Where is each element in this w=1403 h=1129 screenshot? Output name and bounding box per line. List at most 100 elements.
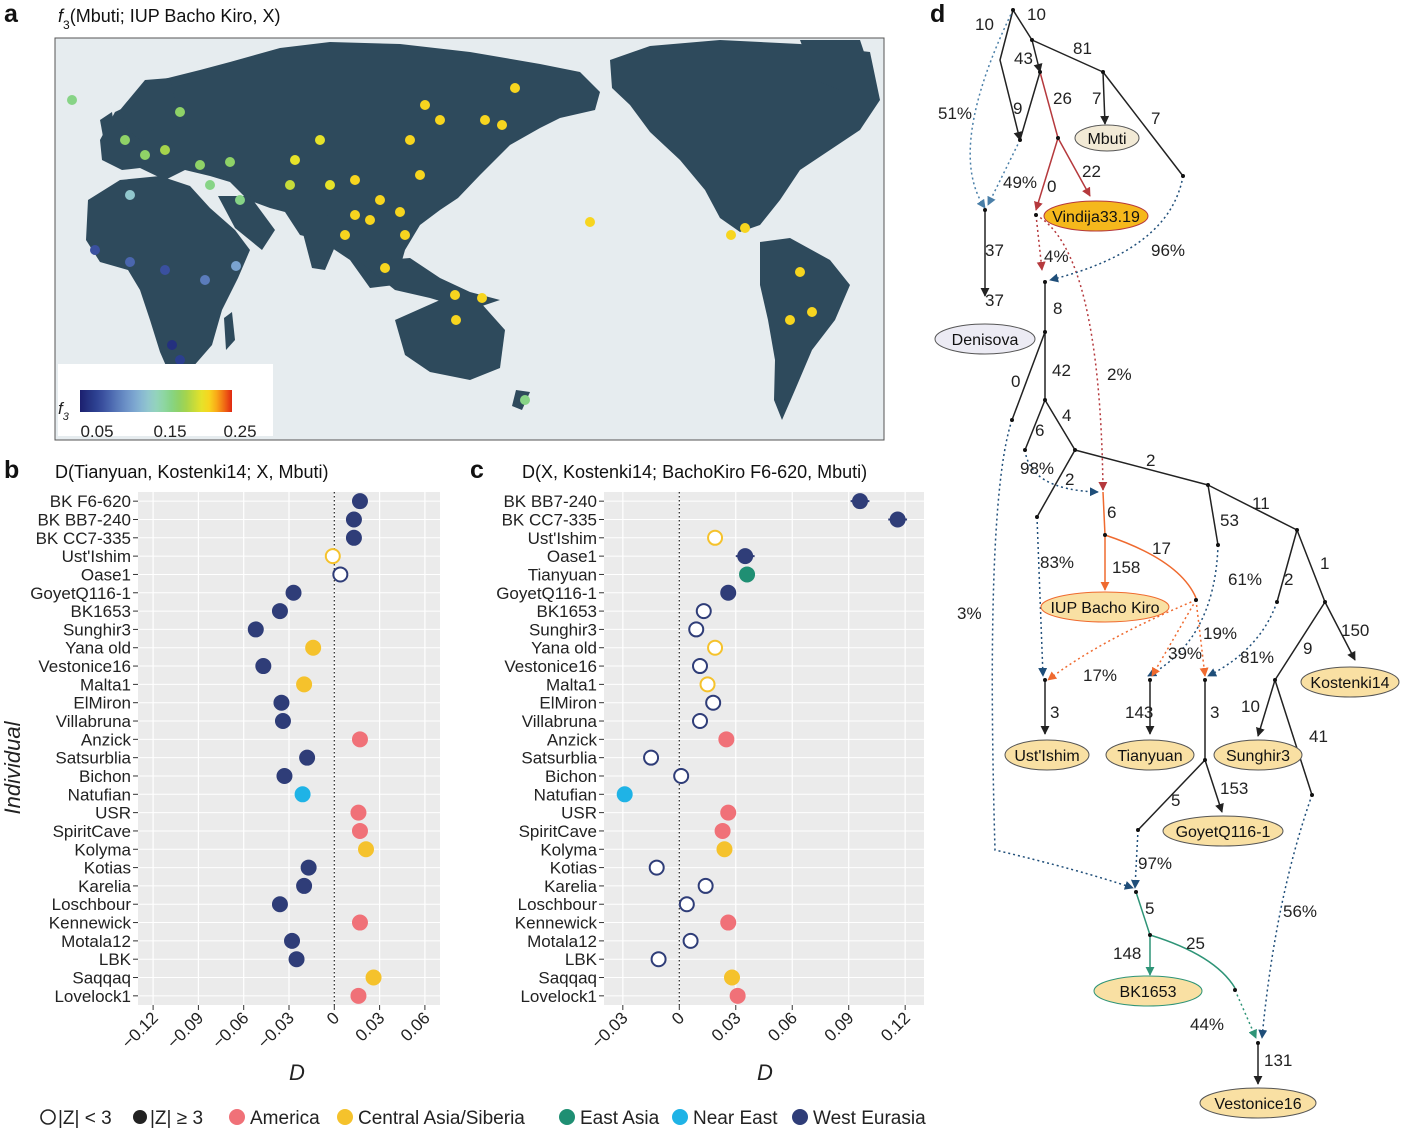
graph-edge	[1057, 137, 1091, 197]
graph-node-dot	[1043, 398, 1047, 402]
data-point	[324, 548, 341, 565]
edge-label: 37	[985, 241, 1004, 260]
graph-edge	[1274, 679, 1313, 796]
edge-label: 96%	[1151, 241, 1185, 260]
edge-label: 153	[1220, 779, 1248, 798]
edge-label: 148	[1113, 944, 1141, 963]
graph-edge	[1104, 534, 1197, 599]
map-point	[400, 230, 410, 240]
panel-b-letter: b	[4, 456, 19, 484]
plot-background	[604, 492, 924, 1005]
y-tick-label: Anzick	[81, 730, 132, 749]
data-point	[729, 987, 746, 1004]
graph-edge	[1034, 137, 1059, 211]
graph-node-dot	[1203, 758, 1207, 762]
node-goyet	[1162, 815, 1284, 847]
edge-label: 9	[1303, 639, 1312, 658]
colorbar-label-f: f	[58, 399, 65, 418]
legend-near-east-label: Near East	[693, 1108, 778, 1129]
graph-edge	[1102, 491, 1106, 536]
edge-label: 49%	[1003, 173, 1037, 192]
data-point	[648, 859, 665, 876]
data-point	[720, 914, 737, 931]
data-point	[271, 603, 288, 620]
edge-label: 143	[1125, 703, 1153, 722]
panel-c-letter: c	[470, 456, 484, 484]
data-point	[707, 639, 724, 656]
map-point	[375, 195, 385, 205]
panel-a-title: f3(Mbuti; IUP Bacho Kiro, X)	[58, 6, 280, 32]
edge-label: 44%	[1190, 1015, 1224, 1034]
y-tick-label: Kennewick	[49, 914, 132, 933]
graph-node-dot	[1216, 543, 1220, 547]
graph-edge	[1256, 679, 1276, 737]
map-point	[340, 230, 350, 240]
y-tick-label: Kolyma	[540, 840, 597, 859]
graph-node-dot	[1148, 933, 1152, 937]
legend-near-east-marker	[672, 1109, 688, 1125]
y-tick-label: Motala12	[61, 932, 131, 951]
map-point	[120, 135, 130, 145]
edge-label: 6	[1035, 421, 1044, 440]
x-tick-label: 0.03	[708, 1008, 745, 1045]
data-point	[720, 804, 737, 821]
land-south-america	[760, 238, 850, 420]
edge-label: 37	[985, 291, 1004, 310]
map-point	[477, 293, 487, 303]
y-tick-label: Saqqaq	[72, 969, 131, 988]
edge-label: 158	[1112, 558, 1140, 577]
edge-label: 26	[1053, 89, 1072, 108]
legend: |Z| < 3 |Z| ≥ 3 America Central Asia/Sib…	[40, 1108, 926, 1129]
map-point	[195, 160, 205, 170]
y-tick-label: Anzick	[547, 730, 598, 749]
data-point	[718, 731, 735, 748]
x-tick-label: 0.12	[877, 1008, 914, 1045]
graph-node-dot	[1206, 483, 1210, 487]
edge-label: 0	[1011, 372, 1020, 391]
legend-central-asia-marker	[337, 1109, 353, 1125]
map-point	[795, 267, 805, 277]
graph-edge	[1039, 71, 1059, 139]
graph-node-dot	[1136, 828, 1140, 832]
y-tick-label: USR	[561, 804, 597, 823]
y-tick-label: ElMiron	[539, 694, 597, 713]
y-tick-label: Oase1	[547, 547, 597, 566]
y-tick-label: Motala12	[527, 932, 597, 951]
y-tick-label: Lovelock1	[54, 987, 131, 1006]
edge-label: 4	[1062, 406, 1071, 425]
y-tick-label: Loschbour	[52, 895, 132, 914]
graph-node-dot	[1043, 678, 1047, 682]
panel-b: b D(Tianyuan, Kostenki14; X, Mbuti) Indi…	[0, 456, 440, 1085]
y-tick-label: USR	[95, 804, 131, 823]
panel-d-letter: d	[930, 0, 945, 28]
edge-label: 131	[1264, 1051, 1292, 1070]
graph-node-dot	[1038, 70, 1042, 74]
data-point	[351, 914, 368, 931]
graph-leaf-nodes: Mbuti Vindija33.19 Denisova IUP Bacho Ki…	[934, 124, 1400, 1119]
y-tick-label: BK F6-620	[50, 492, 131, 511]
edge-label: 2%	[1107, 365, 1132, 384]
graph-node-dot	[1056, 136, 1060, 140]
graph-edges-blue	[991, 175, 1313, 1039]
x-tick-label: −0.06	[209, 1008, 253, 1052]
graph-edge	[1149, 934, 1236, 989]
x-tick-label: −0.03	[254, 1008, 298, 1052]
graph-edge	[1102, 71, 1184, 177]
edge-label: 5	[1171, 791, 1180, 810]
land-australia	[395, 300, 505, 380]
node-bk1653	[1093, 975, 1203, 1007]
data-point	[714, 822, 731, 839]
map-point	[167, 340, 177, 350]
data-point	[299, 749, 316, 766]
map-land	[86, 40, 880, 420]
map-point	[160, 145, 170, 155]
panel-a-letter: a	[4, 0, 19, 28]
edge-label: 39%	[1168, 644, 1202, 663]
map-point	[726, 230, 736, 240]
graph-edge	[1036, 516, 1048, 677]
edge-label: 2	[1284, 570, 1293, 589]
legend-west-eurasia-marker	[792, 1109, 808, 1125]
panel-c-xlabel: D	[757, 1060, 773, 1085]
graph-node-dot	[1043, 280, 1047, 284]
